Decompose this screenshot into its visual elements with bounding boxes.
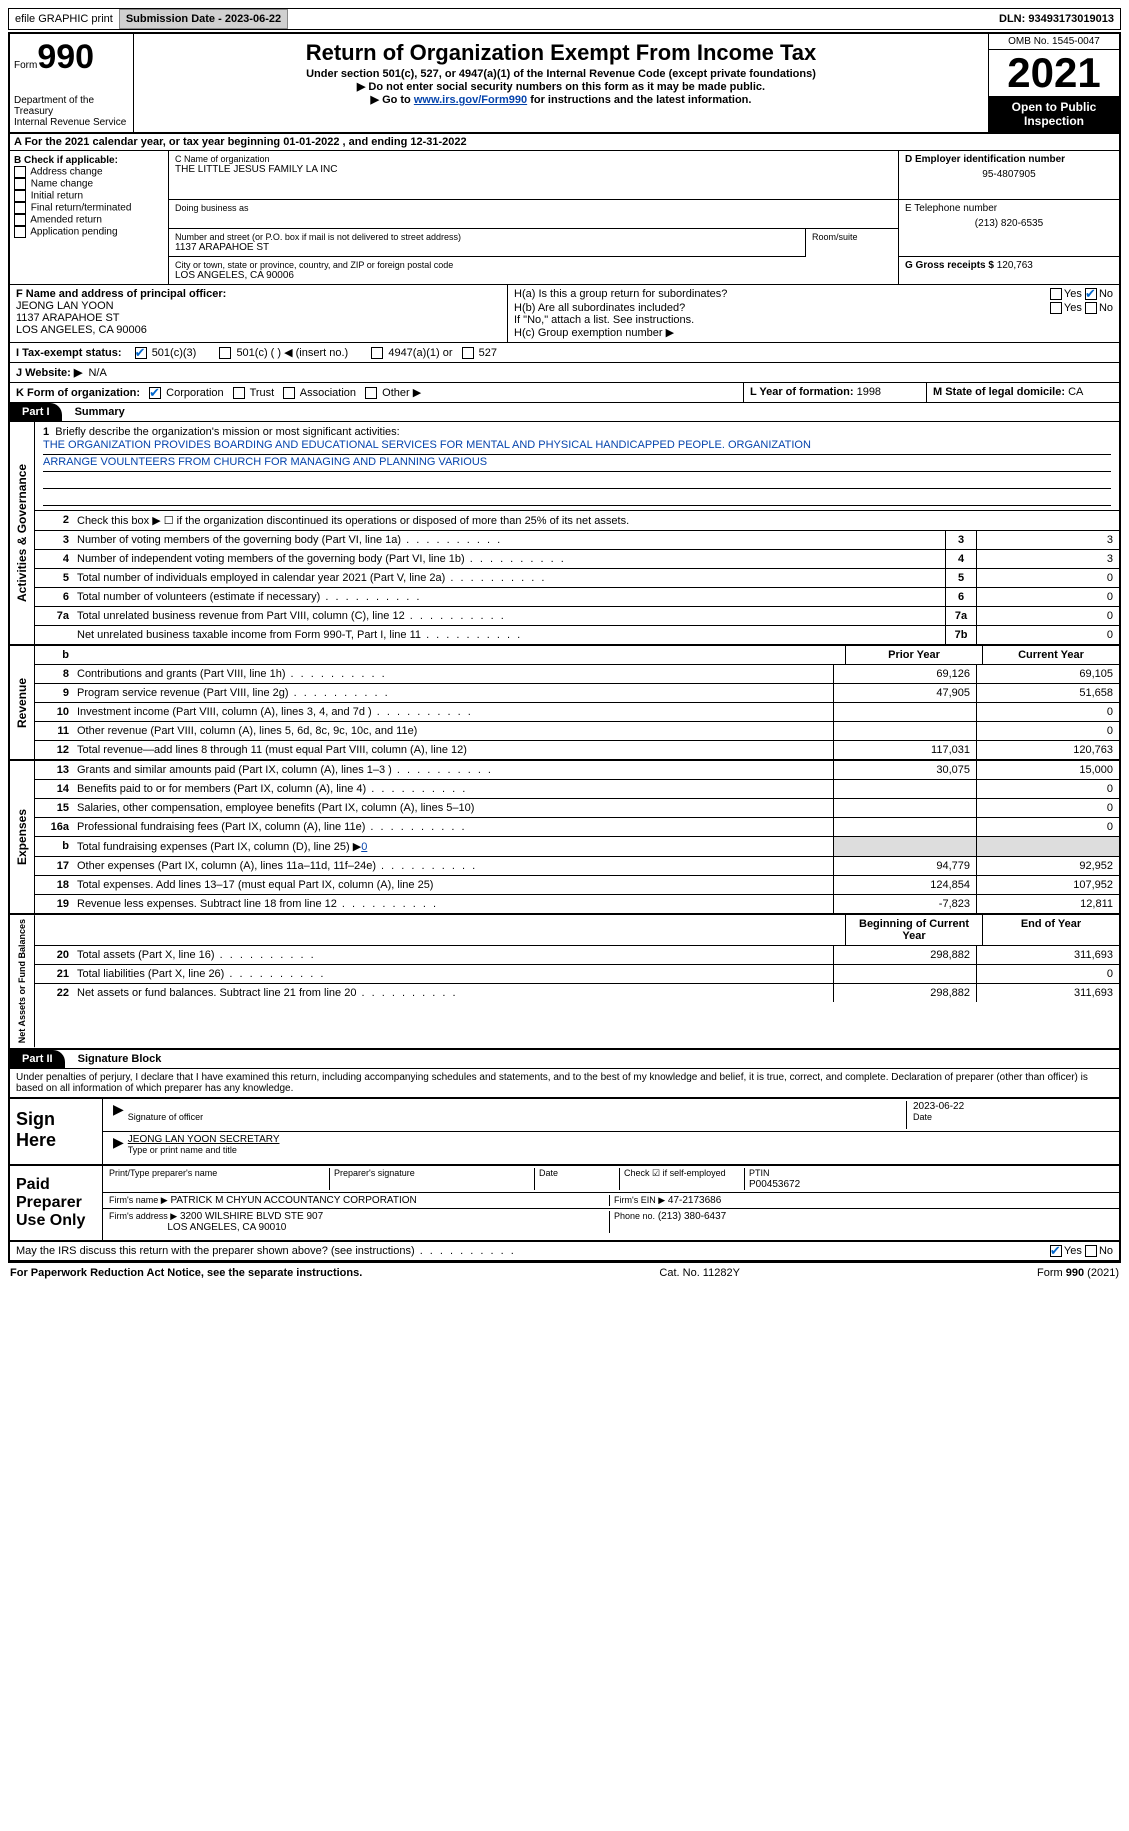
dept-label: Department of the Treasury bbox=[14, 95, 129, 117]
subtitle-2: ▶ Do not enter social security numbers o… bbox=[138, 80, 984, 93]
phone-value-e: (213) 820-6535 bbox=[905, 218, 1113, 229]
box-b: B Check if applicable: Address change Na… bbox=[10, 151, 169, 284]
part1-header: Part I bbox=[10, 403, 62, 421]
row-a-tax-year: A For the 2021 calendar year, or tax yea… bbox=[8, 134, 1121, 151]
paid-preparer-label: Paid Preparer Use Only bbox=[10, 1166, 103, 1240]
org-name-label: C Name of organization bbox=[175, 154, 892, 164]
paid-preparer-section: Paid Preparer Use Only Print/Type prepar… bbox=[8, 1166, 1121, 1242]
dba-label: Doing business as bbox=[175, 203, 892, 213]
part2-title: Signature Block bbox=[78, 1053, 162, 1065]
officer-name: JEONG LAN YOON bbox=[16, 300, 114, 312]
part1-netassets: Net Assets or Fund Balances Beginning of… bbox=[8, 915, 1121, 1049]
omb-number: OMB No. 1545-0047 bbox=[989, 34, 1119, 50]
declaration: Under penalties of perjury, I declare th… bbox=[8, 1068, 1121, 1099]
row-i: I Tax-exempt status: 501(c)(3) 501(c) ( … bbox=[8, 343, 1121, 363]
part1-activities: Activities & Governance 1 Briefly descri… bbox=[8, 422, 1121, 646]
footer-right: Form 990 (2021) bbox=[1037, 1267, 1119, 1279]
irs-label: Internal Revenue Service bbox=[14, 117, 129, 128]
room-label: Room/suite bbox=[812, 232, 892, 242]
form-title: Return of Organization Exempt From Incom… bbox=[138, 40, 984, 66]
irs-link[interactable]: www.irs.gov/Form990 bbox=[414, 94, 527, 106]
hc-label: H(c) Group exemption number ▶ bbox=[514, 326, 1113, 339]
ein-label: D Employer identification number bbox=[905, 154, 1065, 165]
part1-revenue: Revenue bPrior YearCurrent Year 8Contrib… bbox=[8, 646, 1121, 761]
submission-date-button[interactable]: Submission Date - 2023-06-22 bbox=[119, 9, 288, 29]
dln-label: DLN: 93493173019013 bbox=[993, 10, 1120, 28]
form-header: Form990 Department of the Treasury Inter… bbox=[8, 32, 1121, 134]
officer-label: F Name and address of principal officer: bbox=[16, 288, 226, 300]
hb-note: If "No," attach a list. See instructions… bbox=[514, 314, 1113, 326]
vtext-activities: Activities & Governance bbox=[10, 422, 35, 644]
ein-value: 95-4807905 bbox=[905, 169, 1113, 180]
street-label: Number and street (or P.O. box if mail i… bbox=[175, 232, 799, 242]
footer-mid: Cat. No. 11282Y bbox=[659, 1267, 740, 1279]
mission-line-1: THE ORGANIZATION PROVIDES BOARDING AND E… bbox=[43, 438, 1111, 455]
top-bar: efile GRAPHIC print Submission Date - 20… bbox=[8, 8, 1121, 30]
org-name: THE LITTLE JESUS FAMILY LA INC bbox=[175, 164, 892, 175]
subtitle-3: ▶ Go to www.irs.gov/Form990 for instruct… bbox=[138, 93, 984, 106]
form-number: Form990 bbox=[14, 38, 129, 77]
page-footer: For Paperwork Reduction Act Notice, see … bbox=[8, 1262, 1121, 1283]
part1-title: Summary bbox=[75, 406, 125, 418]
inspection-label: Open to Public Inspection bbox=[989, 96, 1119, 132]
phone-label-e: E Telephone number bbox=[905, 203, 1113, 214]
vtext-revenue: Revenue bbox=[10, 646, 35, 759]
hb-label: H(b) Are all subordinates included? bbox=[514, 302, 685, 314]
may-irs-row: May the IRS discuss this return with the… bbox=[8, 1242, 1121, 1262]
street-value: 1137 ARAPAHOE ST bbox=[175, 242, 799, 253]
vtext-netassets: Net Assets or Fund Balances bbox=[10, 915, 35, 1047]
sign-here-label: Sign Here bbox=[10, 1099, 103, 1164]
sign-here-section: Sign Here ▶ Signature of officer 2023-06… bbox=[8, 1099, 1121, 1166]
part2-header: Part II bbox=[10, 1050, 65, 1068]
subtitle-1: Under section 501(c), 527, or 4947(a)(1)… bbox=[138, 68, 984, 80]
gross-receipts-value: 120,763 bbox=[997, 260, 1033, 271]
vtext-expenses: Expenses bbox=[10, 761, 35, 913]
officer-street: 1137 ARAPAHOE ST bbox=[16, 312, 120, 324]
row-j: J Website: ▶ N/A bbox=[8, 363, 1121, 383]
gross-receipts-label: G Gross receipts $ bbox=[905, 260, 994, 271]
ha-label: H(a) Is this a group return for subordin… bbox=[514, 288, 727, 300]
row-f-h: F Name and address of principal officer:… bbox=[8, 285, 1121, 343]
org-info-section: B Check if applicable: Address change Na… bbox=[8, 151, 1121, 285]
mission-line-2: ARRANGE VOULNTEERS FROM CHURCH FOR MANAG… bbox=[43, 455, 1111, 472]
city-label: City or town, state or province, country… bbox=[175, 260, 892, 270]
tax-year: 2021 bbox=[989, 50, 1119, 96]
part1-expenses: Expenses 13Grants and similar amounts pa… bbox=[8, 761, 1121, 915]
footer-left: For Paperwork Reduction Act Notice, see … bbox=[10, 1267, 362, 1279]
row-klm: K Form of organization: Corporation Trus… bbox=[8, 383, 1121, 403]
officer-city: LOS ANGELES, CA 90006 bbox=[16, 324, 147, 336]
city-value: LOS ANGELES, CA 90006 bbox=[175, 270, 892, 281]
efile-label: efile GRAPHIC print bbox=[9, 10, 119, 28]
